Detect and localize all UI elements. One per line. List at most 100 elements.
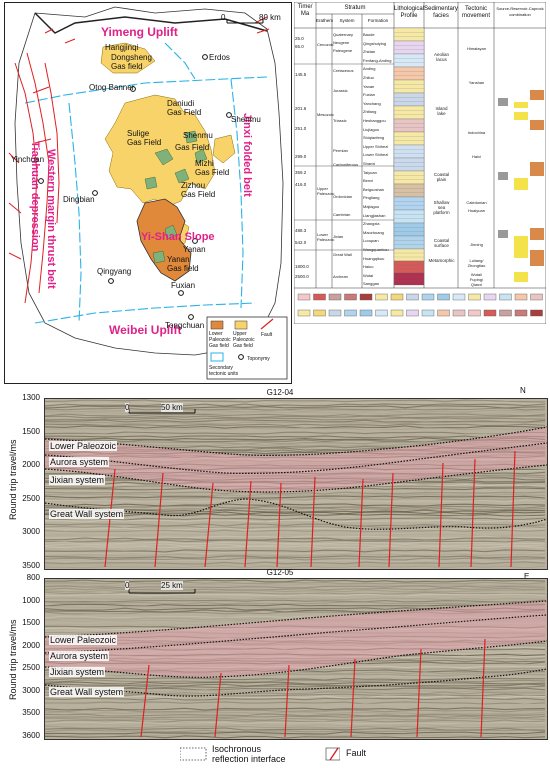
strat-legend-swatch <box>313 293 326 301</box>
fault-line <box>350 658 356 738</box>
seismic-trace <box>45 433 546 437</box>
seismic-trace <box>45 613 546 617</box>
seismic-trace <box>45 653 546 657</box>
legend-lower-pal: Lower Paleozoic Gas field <box>209 331 231 349</box>
seismic-trace <box>45 705 546 709</box>
strat-erathem-2: Upper Paleozoic <box>317 186 335 196</box>
litho-layer <box>393 131 425 146</box>
region-tianhuan: Tianhuan depression <box>29 141 41 252</box>
litho-layer <box>393 170 425 185</box>
legend-secondary: Secondary tectonic units <box>209 365 239 377</box>
seismic-trace <box>45 649 546 653</box>
region-western-margin: Western margin thrust belt <box>45 149 57 289</box>
tectonic-map: 0 80 km Yimeng Uplift Jinxi folded belt … <box>4 2 292 384</box>
strat-legend-swatch <box>390 293 404 301</box>
seismic-trace <box>45 655 546 659</box>
strat-tectonic-0: Himalayan <box>467 46 486 51</box>
strat-formation-28: Wutai <box>363 272 374 278</box>
seismic-trace <box>45 665 546 669</box>
strat-header-facies: Sedimentary facies <box>424 6 458 19</box>
map-scale-zero: 0 <box>221 13 226 22</box>
seismic-trace <box>45 475 546 479</box>
strat-legend-swatch <box>499 293 512 301</box>
strat-header-stratum: Stratum <box>344 5 366 11</box>
seismic-trace <box>45 607 546 611</box>
seismic-trace <box>45 679 546 683</box>
strat-system-11: Great Wall <box>333 252 352 257</box>
seismic1-panel: Lower Paleozoic Aurora system Jixian sys… <box>44 398 548 570</box>
seismic-trace <box>45 419 546 423</box>
strat-time-5: 299.0 <box>295 154 307 159</box>
seismic-trace <box>45 417 546 421</box>
fault-line <box>204 482 214 568</box>
seismic-trace <box>45 645 546 649</box>
seismic-trace <box>45 593 546 597</box>
strat-tectonic-7: Luliang/ Zhongtiao <box>467 258 486 268</box>
strat-time-9: 542.0 <box>295 240 307 245</box>
seismic-trace <box>45 677 546 681</box>
seismic-trace <box>45 543 546 547</box>
seismic-trace <box>45 527 546 531</box>
seismic-trace <box>45 425 546 429</box>
strat-system-3: Cretaceous <box>333 68 354 73</box>
fault-line <box>284 664 290 738</box>
strat-header-litho: Lithological Profile <box>394 6 425 19</box>
y-tick-2000: 2000 <box>22 460 40 470</box>
strat-tectonic-2: Indochina <box>467 130 486 135</box>
seismic-trace <box>45 463 546 467</box>
strat-formation-23: Maozhuang <box>363 229 384 235</box>
seismic-trace <box>45 703 546 707</box>
strat-system-5: Triassic <box>333 118 347 123</box>
seismic-trace <box>45 697 546 701</box>
strat-formation-27: Haiuo <box>363 264 374 270</box>
y-tick-3000: 3000 <box>22 527 40 537</box>
litho-layer <box>393 272 425 286</box>
strat-legend-swatch <box>468 309 481 317</box>
seismic-trace <box>45 659 546 663</box>
strat-legend-swatch <box>437 309 450 317</box>
seismic2-label-lower-pal: Lower Paleozoic <box>49 635 118 645</box>
strat-facies-0: Aeolian lacus <box>433 52 449 62</box>
y-tick-1300: 1300 <box>22 393 40 402</box>
strat-system-1: Neogene <box>333 40 350 45</box>
seismic-trace <box>45 715 546 719</box>
litho-layer <box>393 118 425 133</box>
strat-legend-swatch <box>514 293 528 301</box>
seismic-trace <box>45 675 546 679</box>
strat-tectonic-5: Huaiyuan <box>468 208 485 213</box>
seismic-trace <box>45 563 546 567</box>
strat-formation-3: Fenfang-Anding <box>363 57 392 63</box>
seismic-trace <box>45 633 546 637</box>
seismic2-y-title: Round trip travel/ms <box>8 619 18 700</box>
seismic-trace <box>45 485 546 489</box>
seismic-trace <box>45 455 546 459</box>
litho-layer <box>393 183 425 198</box>
seismic-trace <box>45 457 546 461</box>
strat-formation-8: Yanchang <box>363 100 381 106</box>
litho-layer <box>393 144 425 159</box>
seismic-trace <box>45 581 546 585</box>
seismic-trace <box>45 723 546 727</box>
strat-facies-3: Shallow sea platform <box>433 200 450 215</box>
seismic-trace <box>45 671 546 675</box>
town-erdos: Erdos <box>209 53 230 62</box>
seismic-trace <box>45 469 546 473</box>
seismic-trace <box>45 399 546 403</box>
strat-system-2: Paleogene <box>333 48 353 53</box>
seismic-trace <box>45 523 546 527</box>
strat-legend-swatch <box>344 309 357 317</box>
strat-legend-swatch <box>452 309 466 317</box>
litho-column <box>393 27 425 286</box>
seismic-trace <box>45 681 546 685</box>
seismic1-label-lower-pal: Lower Paleozoic <box>49 441 118 451</box>
strat-formation-25: Wangquankou <box>363 247 389 252</box>
seismic-trace <box>45 517 546 521</box>
region-yishan: Yi-Shan Slope <box>141 231 215 243</box>
seismic1-title: G12-04 <box>266 388 294 397</box>
strat-formation-7: Fuxian <box>363 92 376 98</box>
gas-yanan: Yanan Gas field <box>167 255 199 273</box>
seismic-trace <box>45 405 546 409</box>
seismic-trace <box>45 735 546 739</box>
y-tick-1500: 1500 <box>22 618 40 628</box>
seismic2-label-greatwall: Great Wall system <box>49 687 125 697</box>
